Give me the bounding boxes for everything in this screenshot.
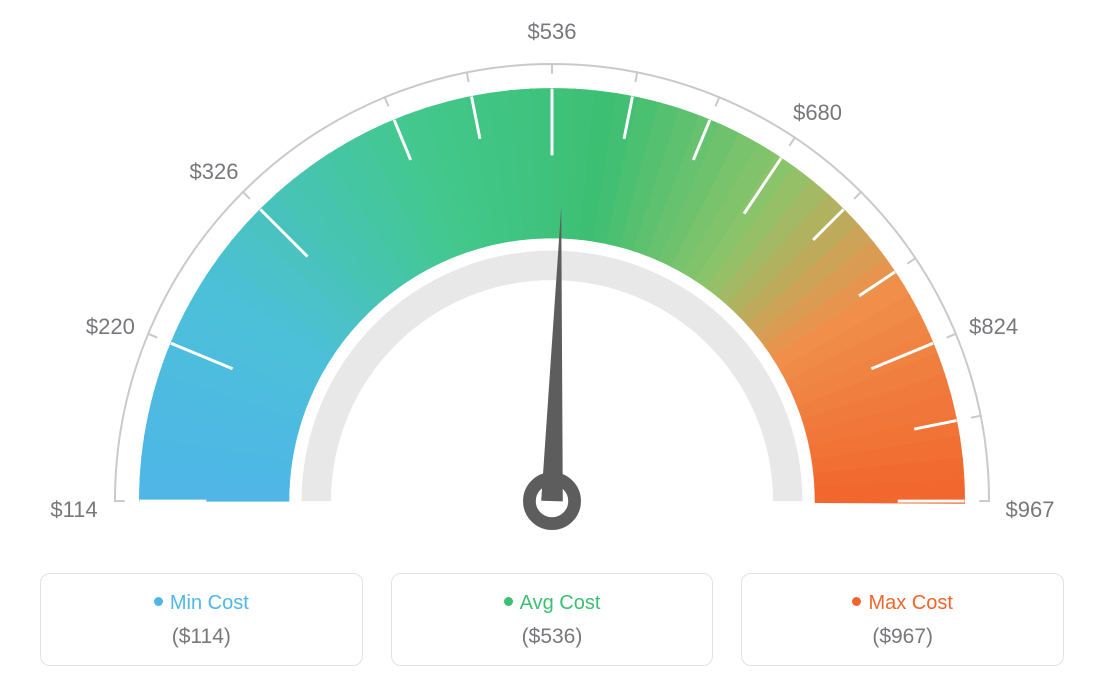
legend-title-max-text: Max Cost (868, 592, 952, 614)
legend-title-min: Min Cost (51, 592, 352, 615)
legend-card-max: Max Cost ($967) (741, 573, 1064, 666)
gauge-tick-label: $220 (86, 314, 135, 340)
dot-icon (154, 597, 163, 606)
gauge-tick-label: $967 (1006, 497, 1055, 523)
gauge-tick-label: $114 (50, 497, 97, 523)
legend-card-min: Min Cost ($114) (40, 573, 363, 666)
dot-icon (852, 597, 861, 606)
legend-value-avg: ($536) (402, 625, 703, 649)
legend-row: Min Cost ($114) Avg Cost ($536) Max Cost… (40, 573, 1064, 666)
legend-title-min-text: Min Cost (170, 592, 249, 614)
gauge-svg (52, 10, 1052, 560)
legend-card-avg: Avg Cost ($536) (391, 573, 714, 666)
legend-title-max: Max Cost (752, 592, 1053, 615)
legend-value-min: ($114) (51, 625, 352, 649)
legend-value-max: ($967) (752, 625, 1053, 649)
gauge-tick-label: $680 (793, 100, 842, 126)
gauge-tick-label: $824 (969, 314, 1018, 340)
legend-title-avg-text: Avg Cost (520, 592, 601, 614)
legend-title-avg: Avg Cost (402, 592, 703, 615)
gauge-chart: $114 $220 $326 $536 $680 $824 $967 (0, 0, 1104, 560)
gauge-tick-label: $326 (190, 159, 239, 185)
gauge-tick-label: $536 (528, 19, 577, 45)
dot-icon (504, 597, 513, 606)
